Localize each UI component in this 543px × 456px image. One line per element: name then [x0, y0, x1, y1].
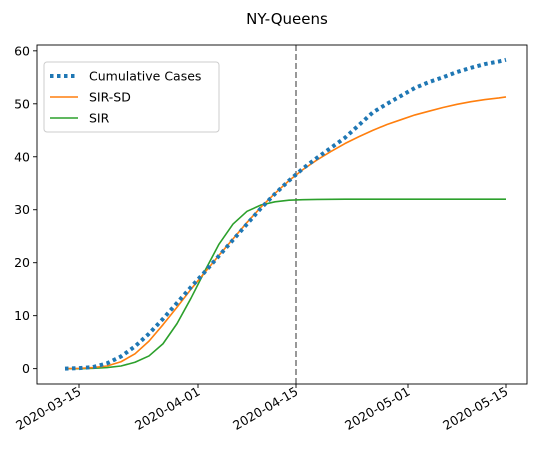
y-tick-label: 50 — [14, 96, 30, 111]
x-tick-label: 2020-04-01 — [132, 384, 202, 433]
legend-label-2: SIR — [89, 111, 110, 126]
legend-label-1: SIR-SD — [89, 90, 131, 105]
series-line-1 — [64, 96, 507, 370]
y-tick-label: 40 — [14, 149, 30, 164]
series-line-0 — [64, 57, 507, 371]
x-tick-label: 2020-04-15 — [230, 384, 300, 433]
x-tick-label: 2020-05-15 — [440, 384, 510, 433]
x-tick-label: 2020-05-01 — [342, 384, 412, 433]
series-line-2 — [65, 198, 506, 370]
y-tick-label: 20 — [14, 255, 30, 270]
plot-frame — [36, 44, 528, 385]
y-tick-label: 60 — [14, 43, 30, 58]
legend-box — [43, 61, 220, 133]
y-tick-label: 0 — [22, 361, 30, 376]
legend-label-0: Cumulative Cases — [89, 69, 201, 84]
series-group — [64, 45, 507, 384]
plot-area — [64, 45, 507, 384]
chart-title: NY-Queens — [246, 10, 328, 28]
y-tick-label: 10 — [14, 308, 30, 323]
legend: Cumulative Cases SIR-SD SIR — [43, 61, 220, 133]
x-tick-label: 2020-03-15 — [13, 384, 83, 433]
y-tick-label: 30 — [14, 202, 30, 217]
